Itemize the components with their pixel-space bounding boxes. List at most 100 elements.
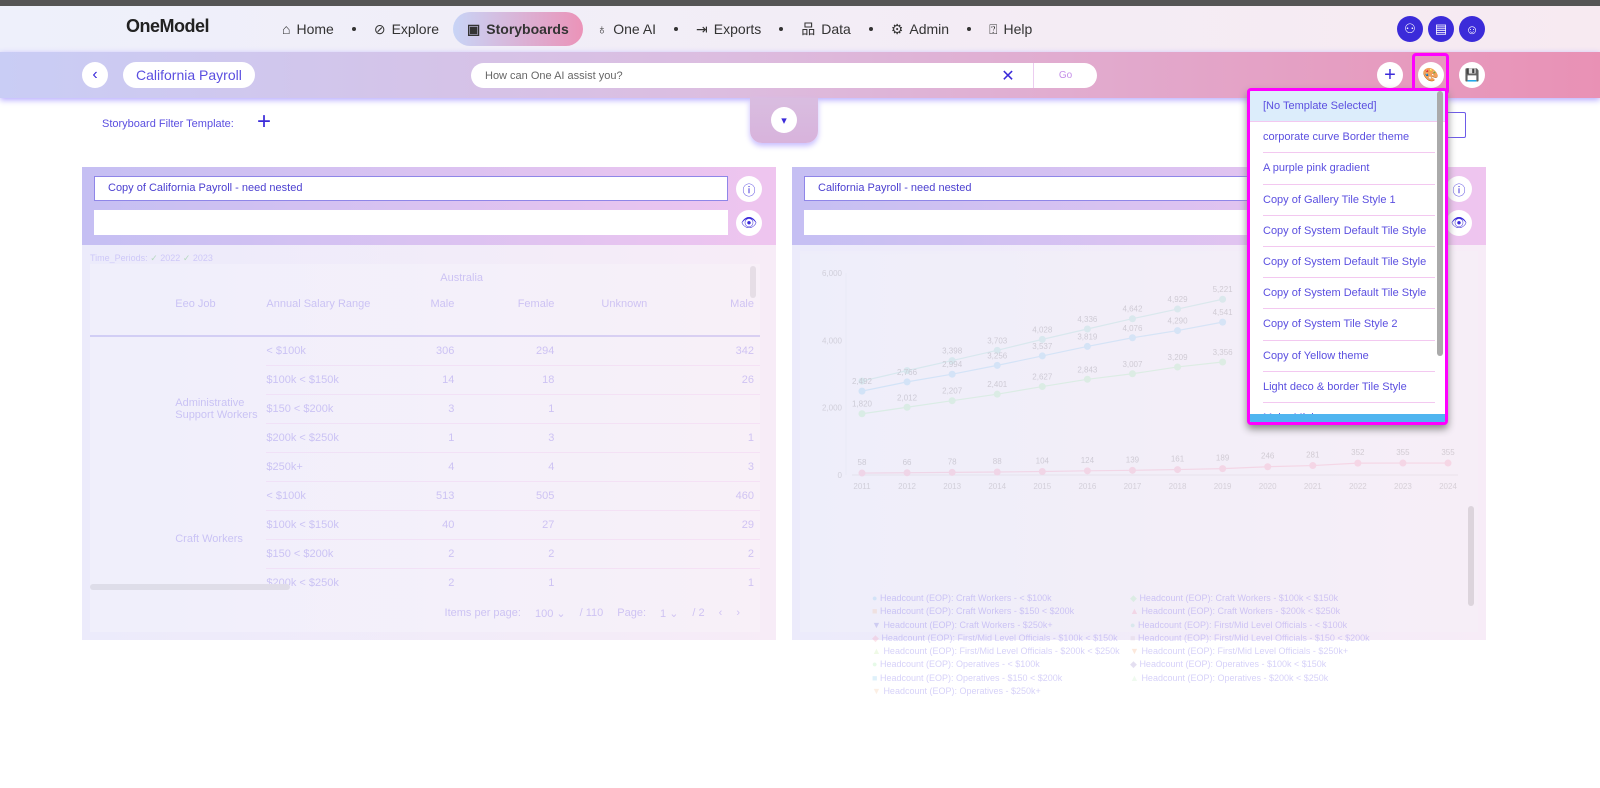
template-option[interactable]: Copy of Yellow theme — [1263, 341, 1435, 372]
table-tile: Copy of California Payroll - need nested… — [82, 167, 776, 640]
nav-item-storyboards[interactable]: ▣ Storyboards — [453, 12, 583, 46]
info-icon[interactable]: ⓘ — [1446, 176, 1472, 202]
data-label: 4,929 — [1168, 295, 1189, 304]
next-page-button[interactable]: › — [736, 607, 740, 619]
back-button[interactable]: ‹ — [82, 62, 108, 88]
legend-item[interactable]: ▼ Headcount (EOP): Operatives - $250k+ — [872, 686, 1130, 698]
x-tick-label: 2020 — [1259, 482, 1277, 491]
column-header[interactable]: Unknown — [601, 298, 648, 310]
template-option[interactable]: Copy of System Tile Style 2 — [1263, 309, 1435, 341]
nav-item-home[interactable]: ⌂ Home — [268, 12, 348, 46]
template-option[interactable]: Copy of System Default Tile Style — [1263, 216, 1435, 247]
template-option[interactable]: [No Template Selected] — [1250, 91, 1445, 123]
column-header[interactable]: Eeo Job — [175, 298, 216, 310]
table-cell — [560, 509, 654, 539]
add-filter-template-button[interactable]: + — [257, 108, 272, 135]
data-point — [1128, 466, 1136, 474]
table-cell: 27 — [460, 509, 561, 539]
legend-item[interactable]: ● Headcount (EOP): Craft Workers - < $10… — [872, 593, 1130, 605]
legend-item[interactable]: ▼ Headcount (EOP): First/Mid Level Offic… — [1130, 646, 1410, 658]
storyboard-title[interactable]: California Payroll — [123, 62, 255, 88]
nav-item-admin[interactable]: ⚙ Admin — [877, 12, 963, 46]
legend-item[interactable]: ▲ Headcount (EOP): Craft Workers - $200k… — [1130, 606, 1410, 618]
legend-item[interactable]: ■ Headcount (EOP): Craft Workers - $150 … — [872, 606, 1130, 618]
legend-item[interactable]: ● Headcount (EOP): Operatives - < $100k — [872, 659, 1130, 671]
user-profile-icon[interactable]: ☺ — [1459, 16, 1485, 42]
template-option[interactable]: Copy of System Default Tile Style — [1263, 278, 1435, 310]
period-2023: 2023 — [192, 253, 213, 263]
data-label: 2,627 — [1032, 373, 1053, 382]
line-chart: 0 2,000 4,000 6,000 2011 2012 2013 2014 2015 2016… — [822, 269, 1458, 491]
onemodel-logo[interactable]: OneModel — [126, 16, 210, 36]
items-per-page-select[interactable]: 100 ⌄ — [534, 608, 566, 620]
template-option[interactable]: A purple pink gradient — [1263, 153, 1435, 185]
nav-item-data[interactable]: 品 Data — [787, 12, 865, 46]
tile-title-input[interactable]: Copy of California Payroll - need nested — [94, 176, 728, 201]
tile-style-palette-button[interactable]: 🎨 — [1418, 62, 1444, 88]
data-label: 4,076 — [1122, 324, 1143, 333]
dropdown-scrollbar[interactable] — [1437, 91, 1443, 356]
eye-icon[interactable]: 👁 — [1446, 210, 1472, 236]
x-tick-label: 2018 — [1169, 482, 1187, 491]
template-option[interactable]: Light deco & border Tile Style — [1263, 372, 1435, 403]
page-select[interactable]: 1 ⌄ — [660, 608, 679, 620]
prev-page-button[interactable]: ‹ — [718, 607, 723, 619]
tile-subtitle-input[interactable] — [94, 210, 728, 235]
table-cell — [560, 480, 654, 510]
legend-item[interactable]: ◆ Headcount (EOP): Operatives - $100k < … — [1130, 659, 1410, 671]
legend-marker-icon: ▲ — [872, 646, 881, 657]
column-header[interactable]: Female — [517, 298, 555, 310]
nav-item-explore[interactable]: ⊘ Explore — [360, 12, 453, 46]
expand-chevron-down-icon[interactable]: ▾ — [771, 107, 797, 133]
data-label: 124 — [1081, 456, 1095, 465]
column-header[interactable]: Male — [430, 298, 455, 310]
template-option[interactable]: Copy of System Default Tile Style — [1263, 247, 1435, 279]
template-option[interactable]: corporate curve Border theme — [1263, 122, 1435, 154]
series-line — [861, 321, 1223, 392]
data-point — [1444, 459, 1452, 467]
gear-icon: ⚙ — [890, 20, 904, 37]
legend-item[interactable]: ■ Headcount (EOP): First/Mid Level Offic… — [1130, 633, 1410, 645]
table-cell: < $100k — [266, 480, 388, 510]
add-tile-button[interactable]: + — [1377, 62, 1403, 88]
legend-item[interactable]: ▲ Headcount (EOP): Operatives - $200k < … — [1130, 673, 1410, 685]
horizontal-scrollbar[interactable] — [90, 584, 290, 590]
clear-search-icon[interactable]: ✕ — [1001, 67, 1015, 85]
nav-item-exports[interactable]: ⇥ Exports — [682, 12, 775, 46]
time-periods-label: Time_Periods: — [90, 253, 148, 263]
table-cell: 3 — [460, 422, 561, 452]
x-tick-label: 2022 — [1349, 482, 1367, 491]
info-icon[interactable]: ⓘ — [736, 176, 762, 202]
report-badge-icon[interactable]: ▤ — [1428, 16, 1454, 42]
legend-item[interactable]: ■ Headcount (EOP): Operatives - $150 < $… — [872, 673, 1130, 685]
nav-item-one-ai[interactable]: ♁ One AI — [583, 12, 670, 46]
legend-marker-icon: ● — [872, 593, 878, 603]
go-button[interactable]: Go — [1033, 63, 1097, 88]
save-button[interactable]: 💾 — [1459, 62, 1485, 88]
vertical-scrollbar[interactable] — [750, 266, 756, 298]
template-option[interactable]: Copy of Gallery Tile Style 1 — [1263, 185, 1435, 216]
x-tick-label: 2013 — [943, 482, 961, 491]
data-label: 3,256 — [987, 351, 1008, 360]
series-line — [861, 298, 1223, 382]
one-ai-search-input[interactable]: How can One AI assist you? — [485, 69, 623, 82]
column-header[interactable]: Male — [730, 298, 754, 310]
legend-item[interactable]: ◆ Headcount (EOP): Craft Workers - $100k… — [1130, 593, 1410, 605]
nav-item-label: Home — [296, 21, 334, 37]
legend-marker-icon: ▲ — [1130, 672, 1139, 683]
nav-item-help[interactable]: ⍰ Help — [975, 12, 1046, 46]
org-chart-icon[interactable]: ⚇ — [1397, 16, 1423, 42]
items-per-page-value: 100 — [534, 608, 554, 620]
table-cell: 2 — [387, 538, 461, 568]
legend-item[interactable]: ◆ Headcount (EOP): First/Mid Level Offic… — [872, 633, 1130, 645]
table-cell: 14 — [387, 364, 461, 394]
column-header[interactable]: Annual Salary Range — [266, 298, 371, 310]
data-label: 355 — [1441, 448, 1455, 457]
legend-item[interactable]: ▲ Headcount (EOP): First/Mid Level Offic… — [872, 646, 1130, 658]
legend-scrollbar[interactable] — [1468, 506, 1474, 606]
eye-icon[interactable]: 👁 — [736, 210, 762, 236]
x-tick-label: 2011 — [853, 482, 871, 491]
data-point — [1083, 325, 1091, 333]
legend-item[interactable]: ▼ Headcount (EOP): Craft Workers - $250k… — [872, 620, 1130, 632]
legend-item[interactable]: ● Headcount (EOP): First/Mid Level Offic… — [1130, 620, 1410, 632]
